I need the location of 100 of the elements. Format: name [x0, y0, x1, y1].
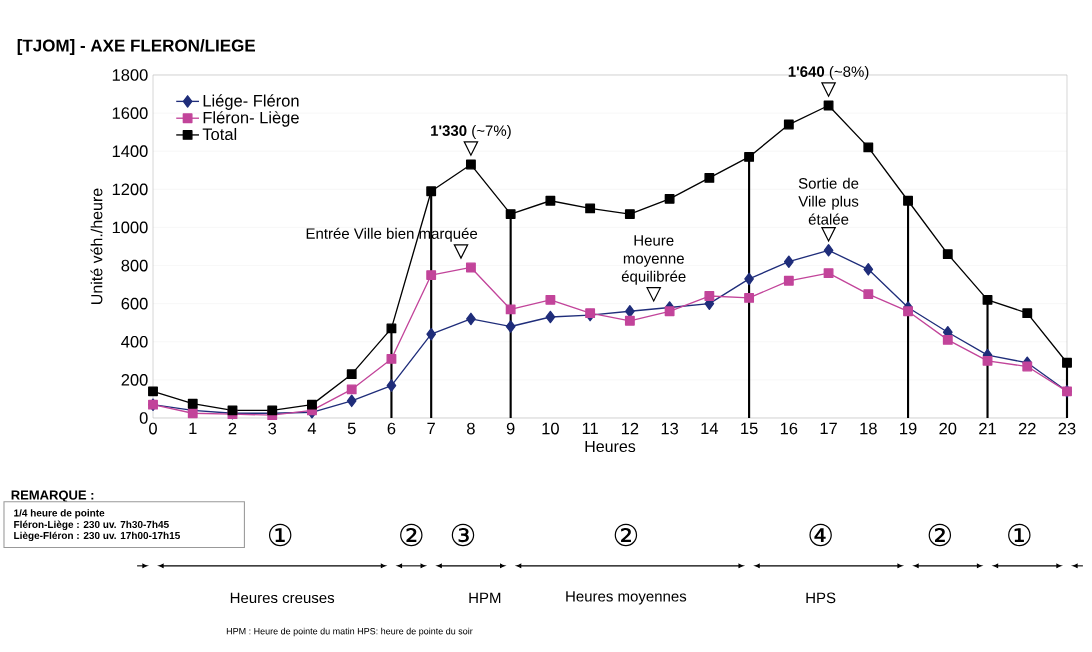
text: Liège-Fléron : 230 uv. 17h00-17h15 [14, 531, 180, 542]
point [744, 293, 755, 303]
x-tick-label: 12 [621, 422, 639, 435]
y-tick-label: 200 [121, 374, 148, 386]
x-tick-label: 4 [307, 422, 317, 435]
x-tick-label: 21 [979, 422, 996, 435]
point [624, 209, 635, 220]
point [982, 355, 993, 366]
legend-label: Fléron- Liège [203, 111, 299, 127]
point [664, 306, 675, 317]
point [426, 270, 437, 281]
chart-title: [TJOM] - AXE FLERON/LIEGE [17, 39, 256, 55]
x-tick-label: 11 [582, 422, 598, 435]
x-tick-label: 5 [347, 422, 356, 435]
point [942, 334, 953, 345]
point [307, 399, 317, 410]
point [863, 142, 874, 153]
point [704, 291, 715, 301]
x-tick-label: 20 [939, 422, 957, 435]
y-tick-label: 1400 [112, 145, 148, 158]
point [346, 384, 357, 395]
point [187, 408, 198, 419]
point [744, 151, 755, 162]
point [624, 315, 635, 326]
point [187, 398, 198, 409]
point [664, 193, 675, 204]
x-tick-label: 3 [268, 422, 277, 435]
point [744, 272, 754, 286]
legend-label: Liége- Fléron [203, 94, 299, 110]
point [346, 369, 357, 380]
point [386, 353, 397, 364]
point [505, 209, 516, 220]
point [585, 203, 596, 214]
text: HPS [806, 592, 836, 604]
point [704, 172, 715, 183]
point [903, 306, 913, 317]
x-tick-label: 7 [427, 422, 435, 435]
point [545, 195, 556, 206]
annotation: Heure moyenne équilibrée [621, 235, 686, 285]
text: Heures creuses [230, 592, 335, 604]
point [823, 244, 834, 257]
point [227, 405, 238, 416]
point [466, 312, 476, 326]
x-tick-label: 13 [661, 422, 679, 435]
point [386, 379, 397, 392]
y-tick-label: 600 [121, 297, 148, 310]
point [823, 268, 834, 279]
x-tick-label: 8 [467, 422, 475, 435]
point [783, 275, 794, 286]
text: ② [614, 523, 638, 547]
x-tick-label: 2 [228, 422, 237, 435]
y-tick-label: 800 [121, 259, 148, 272]
x-tick-label: 9 [506, 422, 515, 435]
x-tick-label: 10 [542, 422, 559, 435]
x-tick-label: 6 [387, 422, 396, 435]
x-tick-label: 23 [1058, 422, 1076, 435]
point [426, 186, 437, 197]
point [1022, 361, 1033, 372]
point [783, 255, 794, 268]
point [1062, 357, 1072, 368]
text: ① [268, 523, 292, 547]
annotation: 1'640 (~8%) [788, 65, 869, 80]
y-tick-label: 0 [139, 412, 148, 424]
y-axis-title: Unité véh./heure [90, 188, 103, 304]
annotation: 1'330 (~7%) [431, 124, 511, 139]
point [863, 263, 874, 276]
point [545, 310, 556, 324]
point [863, 289, 874, 300]
x-tick-label: 14 [701, 422, 719, 435]
point [545, 294, 556, 305]
point [942, 249, 953, 260]
annotation: Sortie de Ville plus étalée [798, 177, 859, 225]
point [465, 159, 476, 170]
y-tick-label: 1600 [112, 107, 148, 119]
x-tick-label: 16 [780, 422, 798, 435]
legend-label: Total [202, 127, 237, 141]
x-tick-label: 0 [149, 422, 157, 435]
text: HPM [469, 592, 501, 604]
y-tick-label: 1800 [112, 69, 148, 81]
text: ② [400, 523, 423, 547]
text: Heures moyennes [566, 591, 687, 605]
text: 1/4 heure de pointe [14, 509, 105, 519]
x-tick-label: 17 [820, 422, 837, 435]
x-tick-label: 22 [1018, 422, 1036, 435]
point [823, 100, 834, 111]
point [783, 119, 794, 130]
point [346, 394, 357, 408]
point [903, 195, 913, 206]
point [505, 304, 516, 315]
point [505, 320, 516, 333]
x-tick-label: 15 [741, 422, 758, 435]
point [982, 294, 993, 305]
point [386, 323, 397, 334]
y-tick-label: 1000 [112, 221, 148, 234]
point [267, 405, 278, 416]
y-tick-label: 400 [121, 335, 148, 348]
point [1022, 308, 1033, 319]
point [148, 386, 158, 397]
text: Fléron-Liège : 230 uv. 7h30-7h45 [14, 520, 169, 531]
y-tick-label: 1200 [112, 183, 148, 196]
